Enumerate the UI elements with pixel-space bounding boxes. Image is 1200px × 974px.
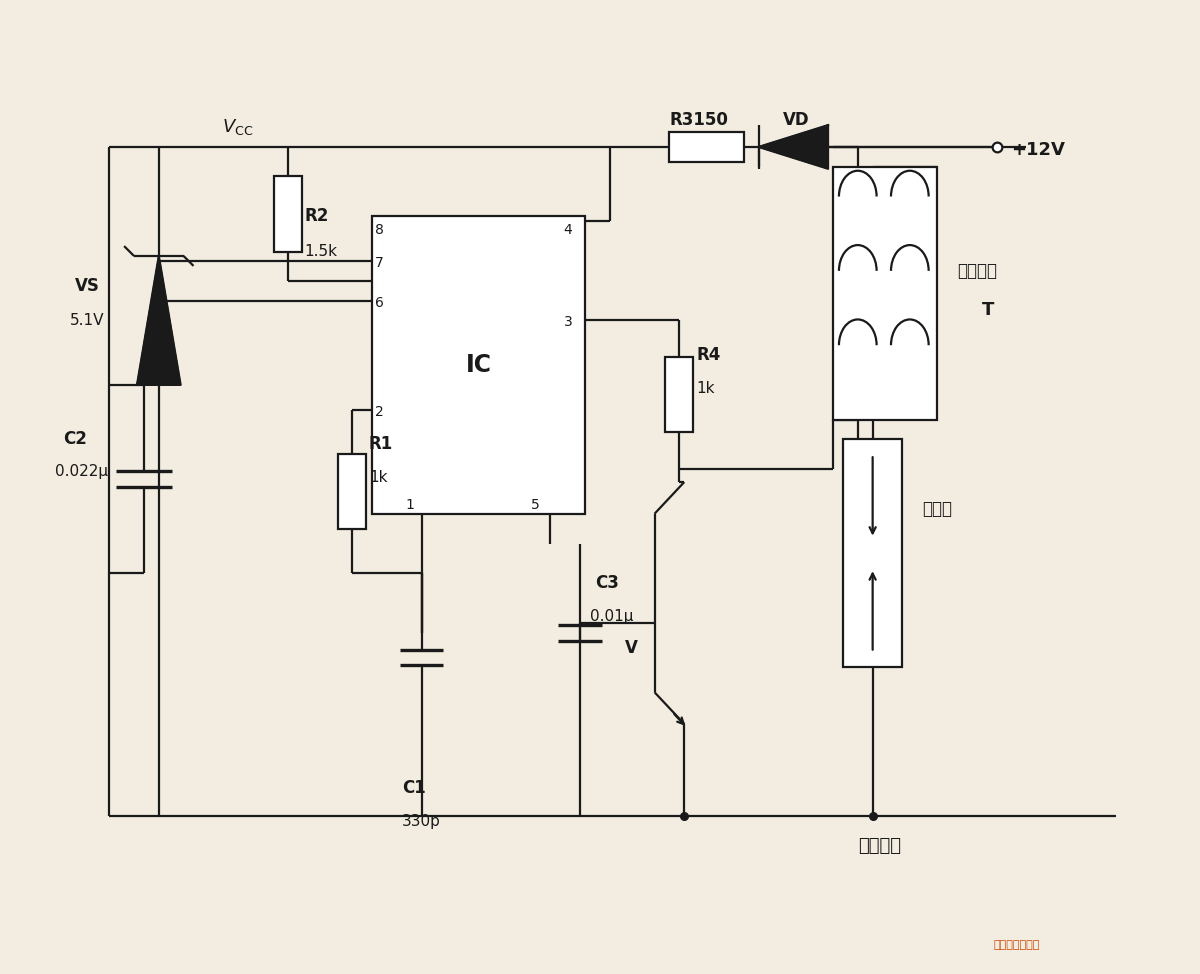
Bar — [666, 357, 694, 432]
Bar — [833, 167, 937, 420]
Text: 5.1V: 5.1V — [70, 314, 104, 328]
Text: 5: 5 — [532, 498, 540, 511]
Text: 7: 7 — [374, 256, 384, 270]
Text: 6: 6 — [374, 295, 384, 310]
Text: C3: C3 — [595, 574, 619, 592]
Bar — [338, 454, 366, 529]
Text: 2: 2 — [374, 404, 384, 419]
Polygon shape — [137, 256, 181, 385]
Text: +12V: +12V — [1012, 141, 1066, 159]
Text: 8: 8 — [374, 223, 384, 238]
Text: 0.01μ: 0.01μ — [590, 609, 634, 623]
Text: 火花塞: 火花塞 — [923, 500, 953, 518]
Text: R4: R4 — [696, 346, 720, 364]
Bar — [372, 216, 586, 513]
Text: 1k: 1k — [368, 470, 388, 485]
Text: 0.022μ: 0.022μ — [55, 464, 108, 479]
Text: V: V — [625, 639, 637, 656]
Text: 维库电子市场网: 维库电子市场网 — [994, 940, 1039, 950]
Text: 1.5k: 1.5k — [305, 244, 337, 259]
Text: R2: R2 — [305, 207, 329, 225]
Text: VS: VS — [74, 277, 100, 295]
Polygon shape — [758, 125, 828, 169]
Text: IC: IC — [466, 353, 492, 377]
Bar — [274, 176, 301, 251]
Text: 330p: 330p — [402, 814, 440, 829]
Text: 3: 3 — [564, 316, 572, 329]
Text: 杭州将客科技有限公司: 杭州将客科技有限公司 — [431, 397, 571, 422]
Bar — [842, 439, 902, 667]
Text: C2: C2 — [62, 431, 86, 448]
Text: T: T — [982, 302, 994, 319]
Text: C1: C1 — [402, 779, 426, 798]
Text: 1k: 1k — [696, 381, 715, 395]
Text: 1: 1 — [406, 498, 414, 511]
Text: R1: R1 — [368, 435, 394, 453]
Text: 4: 4 — [564, 223, 572, 238]
Text: R3150: R3150 — [670, 111, 728, 130]
Text: 点火线圈: 点火线圈 — [956, 262, 997, 280]
Text: 触发脉冲: 触发脉冲 — [858, 837, 901, 855]
Text: $V_{\rm CC}$: $V_{\rm CC}$ — [222, 117, 253, 137]
Bar — [668, 132, 744, 162]
Text: VD: VD — [784, 111, 810, 130]
